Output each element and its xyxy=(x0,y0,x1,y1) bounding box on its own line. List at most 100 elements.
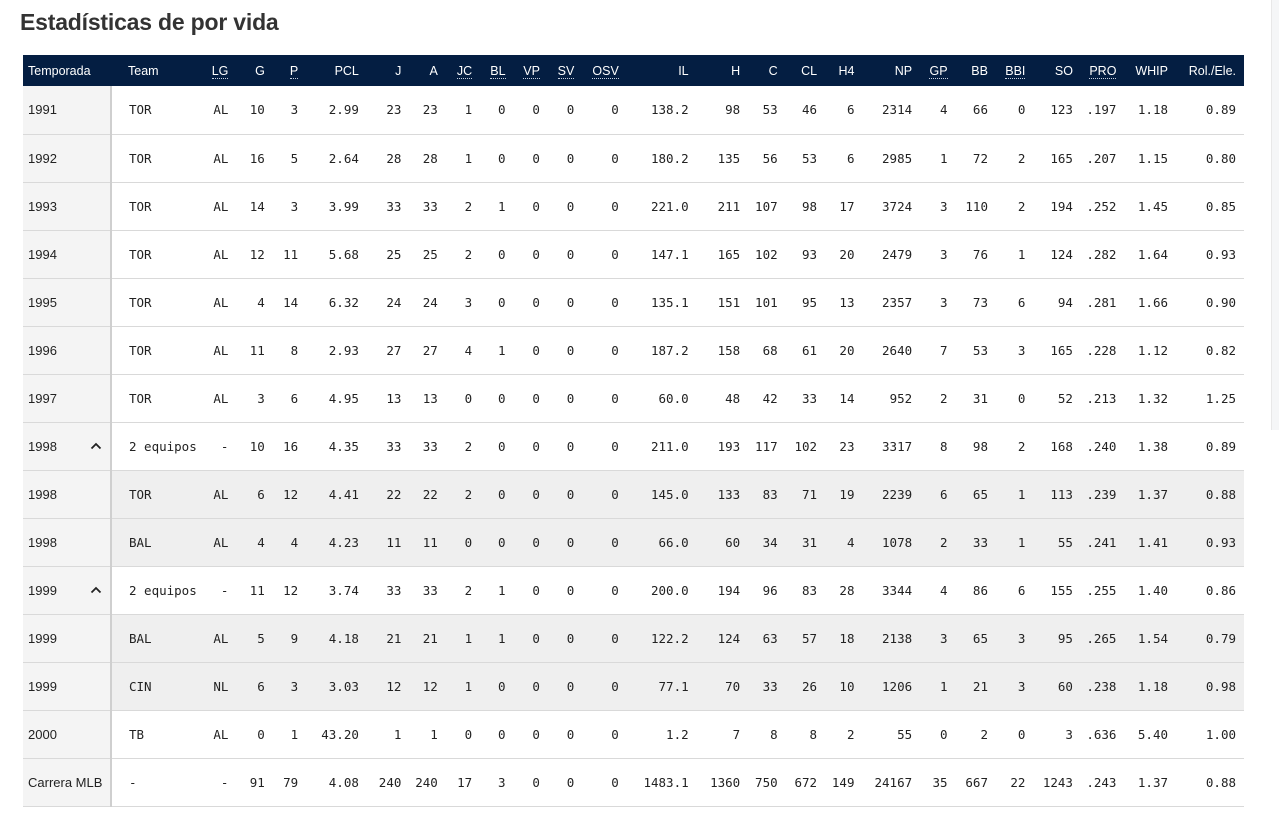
cell-h4: 20 xyxy=(825,326,863,375)
cell-jc: 1 xyxy=(445,86,481,135)
column-header-il[interactable]: IL xyxy=(678,63,689,78)
cell-np: 3724 xyxy=(862,182,921,231)
cell-p: 3 xyxy=(272,182,307,231)
column-header-h4[interactable]: H4 xyxy=(838,63,855,78)
scrollbar[interactable] xyxy=(1271,0,1279,430)
cell-gp: 3 xyxy=(920,278,956,327)
column-header-cl[interactable]: CL xyxy=(801,63,818,78)
cell-rol-ele: 0.90 xyxy=(1176,278,1244,327)
cell-pcl: 4.41 xyxy=(306,470,367,519)
cell-sv: 0 xyxy=(547,758,583,807)
cell-bl: 1 xyxy=(480,566,514,615)
cell-jc: 0 xyxy=(445,710,481,759)
column-header-lg[interactable]: LG xyxy=(211,63,229,79)
column-header-g[interactable]: G xyxy=(255,63,265,78)
cell-bb: 72 xyxy=(955,134,996,183)
column-header-pcl[interactable]: PCL xyxy=(334,63,359,78)
cell-bb: 76 xyxy=(955,230,996,279)
column-header-bb[interactable]: BB xyxy=(971,63,988,78)
cell-team: TOR xyxy=(111,326,199,375)
cell-gp: 3 xyxy=(920,614,956,663)
cell-p: 12 xyxy=(272,566,307,615)
column-header-sv[interactable]: SV xyxy=(557,63,575,79)
cell-rol-ele: 0.85 xyxy=(1176,182,1244,231)
column-header-np[interactable]: NP xyxy=(894,63,913,78)
cell-g: 91 xyxy=(236,758,273,807)
cell-pro: .239 xyxy=(1080,470,1125,519)
cell-rol-ele: 0.80 xyxy=(1176,134,1244,183)
cell-a: 33 xyxy=(409,566,446,615)
cell-cl: 95 xyxy=(785,278,826,327)
cell-a: 23 xyxy=(409,86,446,135)
cell-sv: 0 xyxy=(547,710,583,759)
cell-so: 165 xyxy=(1033,326,1081,375)
cell-vp: 0 xyxy=(513,230,548,279)
cell-h: 194 xyxy=(696,566,749,615)
cell-j: 27 xyxy=(366,326,410,375)
column-header-gp[interactable]: GP xyxy=(929,63,948,79)
cell-j: 240 xyxy=(366,758,410,807)
cell-team: TOR xyxy=(111,470,199,519)
column-header-osv[interactable]: OSV xyxy=(592,63,619,79)
column-header-pro[interactable]: PRO xyxy=(1089,63,1117,79)
cell-p: 6 xyxy=(272,374,307,423)
cell-il: 66.0 xyxy=(626,518,697,567)
cell-so: 55 xyxy=(1033,518,1081,567)
cell-g: 3 xyxy=(236,374,273,423)
column-header-vp[interactable]: VP xyxy=(523,63,540,79)
cell-j: 24 xyxy=(366,278,410,327)
column-header-bl[interactable]: BL xyxy=(490,63,506,79)
cell-team: - xyxy=(111,758,199,807)
column-header-team[interactable]: Team xyxy=(128,63,159,78)
column-header-p[interactable]: P xyxy=(289,63,299,79)
cell-cl: 31 xyxy=(785,518,826,567)
cell-a: 11 xyxy=(409,518,446,567)
cell-lg: AL xyxy=(199,470,237,519)
table-row: 1998 BAL AL 4 4 4.23 11 11 0 0 0 0 0 66.0 60 34 31 4 1078 2… xyxy=(23,518,1244,567)
column-header-temporada[interactable]: Temporada xyxy=(28,63,91,78)
cell-h4: 13 xyxy=(825,278,863,327)
cell-osv: 0 xyxy=(582,326,627,375)
cell-temporada: 1991 xyxy=(23,86,112,135)
cell-pro: .228 xyxy=(1080,326,1125,375)
cell-h: 211 xyxy=(696,182,749,231)
column-header-so[interactable]: SO xyxy=(1054,63,1073,78)
cell-jc: 3 xyxy=(445,278,481,327)
cell-whip: 1.37 xyxy=(1124,758,1176,807)
cell-il: 1483.1 xyxy=(626,758,697,807)
column-header-a[interactable]: A xyxy=(429,63,438,78)
column-header-h[interactable]: H xyxy=(731,63,741,78)
cell-h4: 20 xyxy=(825,230,863,279)
table-row: 1998 TOR AL 6 12 4.41 22 22 2 0 0 0 0 145.0 133 83 71 19 2… xyxy=(23,470,1244,519)
cell-j: 1 xyxy=(366,710,410,759)
table-row: 2000 TB AL 0 1 43.20 1 1 0 0 0 0 0 1.2 7 8 8 2 55 0 2 0 3.636 5… xyxy=(23,710,1244,759)
cell-jc: 2 xyxy=(445,566,481,615)
column-header-rol-ele[interactable]: Rol./Ele. xyxy=(1188,63,1236,78)
column-header-j[interactable]: J xyxy=(395,63,402,78)
column-header-bbi[interactable]: BBI xyxy=(1005,63,1026,79)
column-header-jc[interactable]: JC xyxy=(456,63,473,79)
cell-gp: 1 xyxy=(920,662,956,711)
cell-temporada: 1998 xyxy=(23,470,112,519)
cell-h4: 10 xyxy=(825,662,863,711)
cell-pcl: 2.99 xyxy=(306,86,367,135)
cell-jc: 2 xyxy=(445,182,481,231)
chevron-up-icon[interactable] xyxy=(90,440,102,452)
cell-bl: 0 xyxy=(480,86,514,135)
cell-temporada: 1999 xyxy=(23,662,112,711)
chevron-up-icon[interactable] xyxy=(90,584,102,596)
cell-g: 10 xyxy=(236,422,273,471)
cell-a: 13 xyxy=(409,374,446,423)
cell-j: 22 xyxy=(366,470,410,519)
cell-team: TB xyxy=(111,710,199,759)
cell-whip: 1.38 xyxy=(1124,422,1176,471)
cell-bl: 0 xyxy=(480,518,514,567)
cell-il: 135.1 xyxy=(626,278,697,327)
cell-jc: 2 xyxy=(445,422,481,471)
column-header-c[interactable]: C xyxy=(768,63,778,78)
cell-bb: 86 xyxy=(955,566,996,615)
cell-bl: 0 xyxy=(480,278,514,327)
cell-a: 24 xyxy=(409,278,446,327)
column-header-whip[interactable]: WHIP xyxy=(1135,63,1168,78)
cell-sv: 0 xyxy=(547,230,583,279)
